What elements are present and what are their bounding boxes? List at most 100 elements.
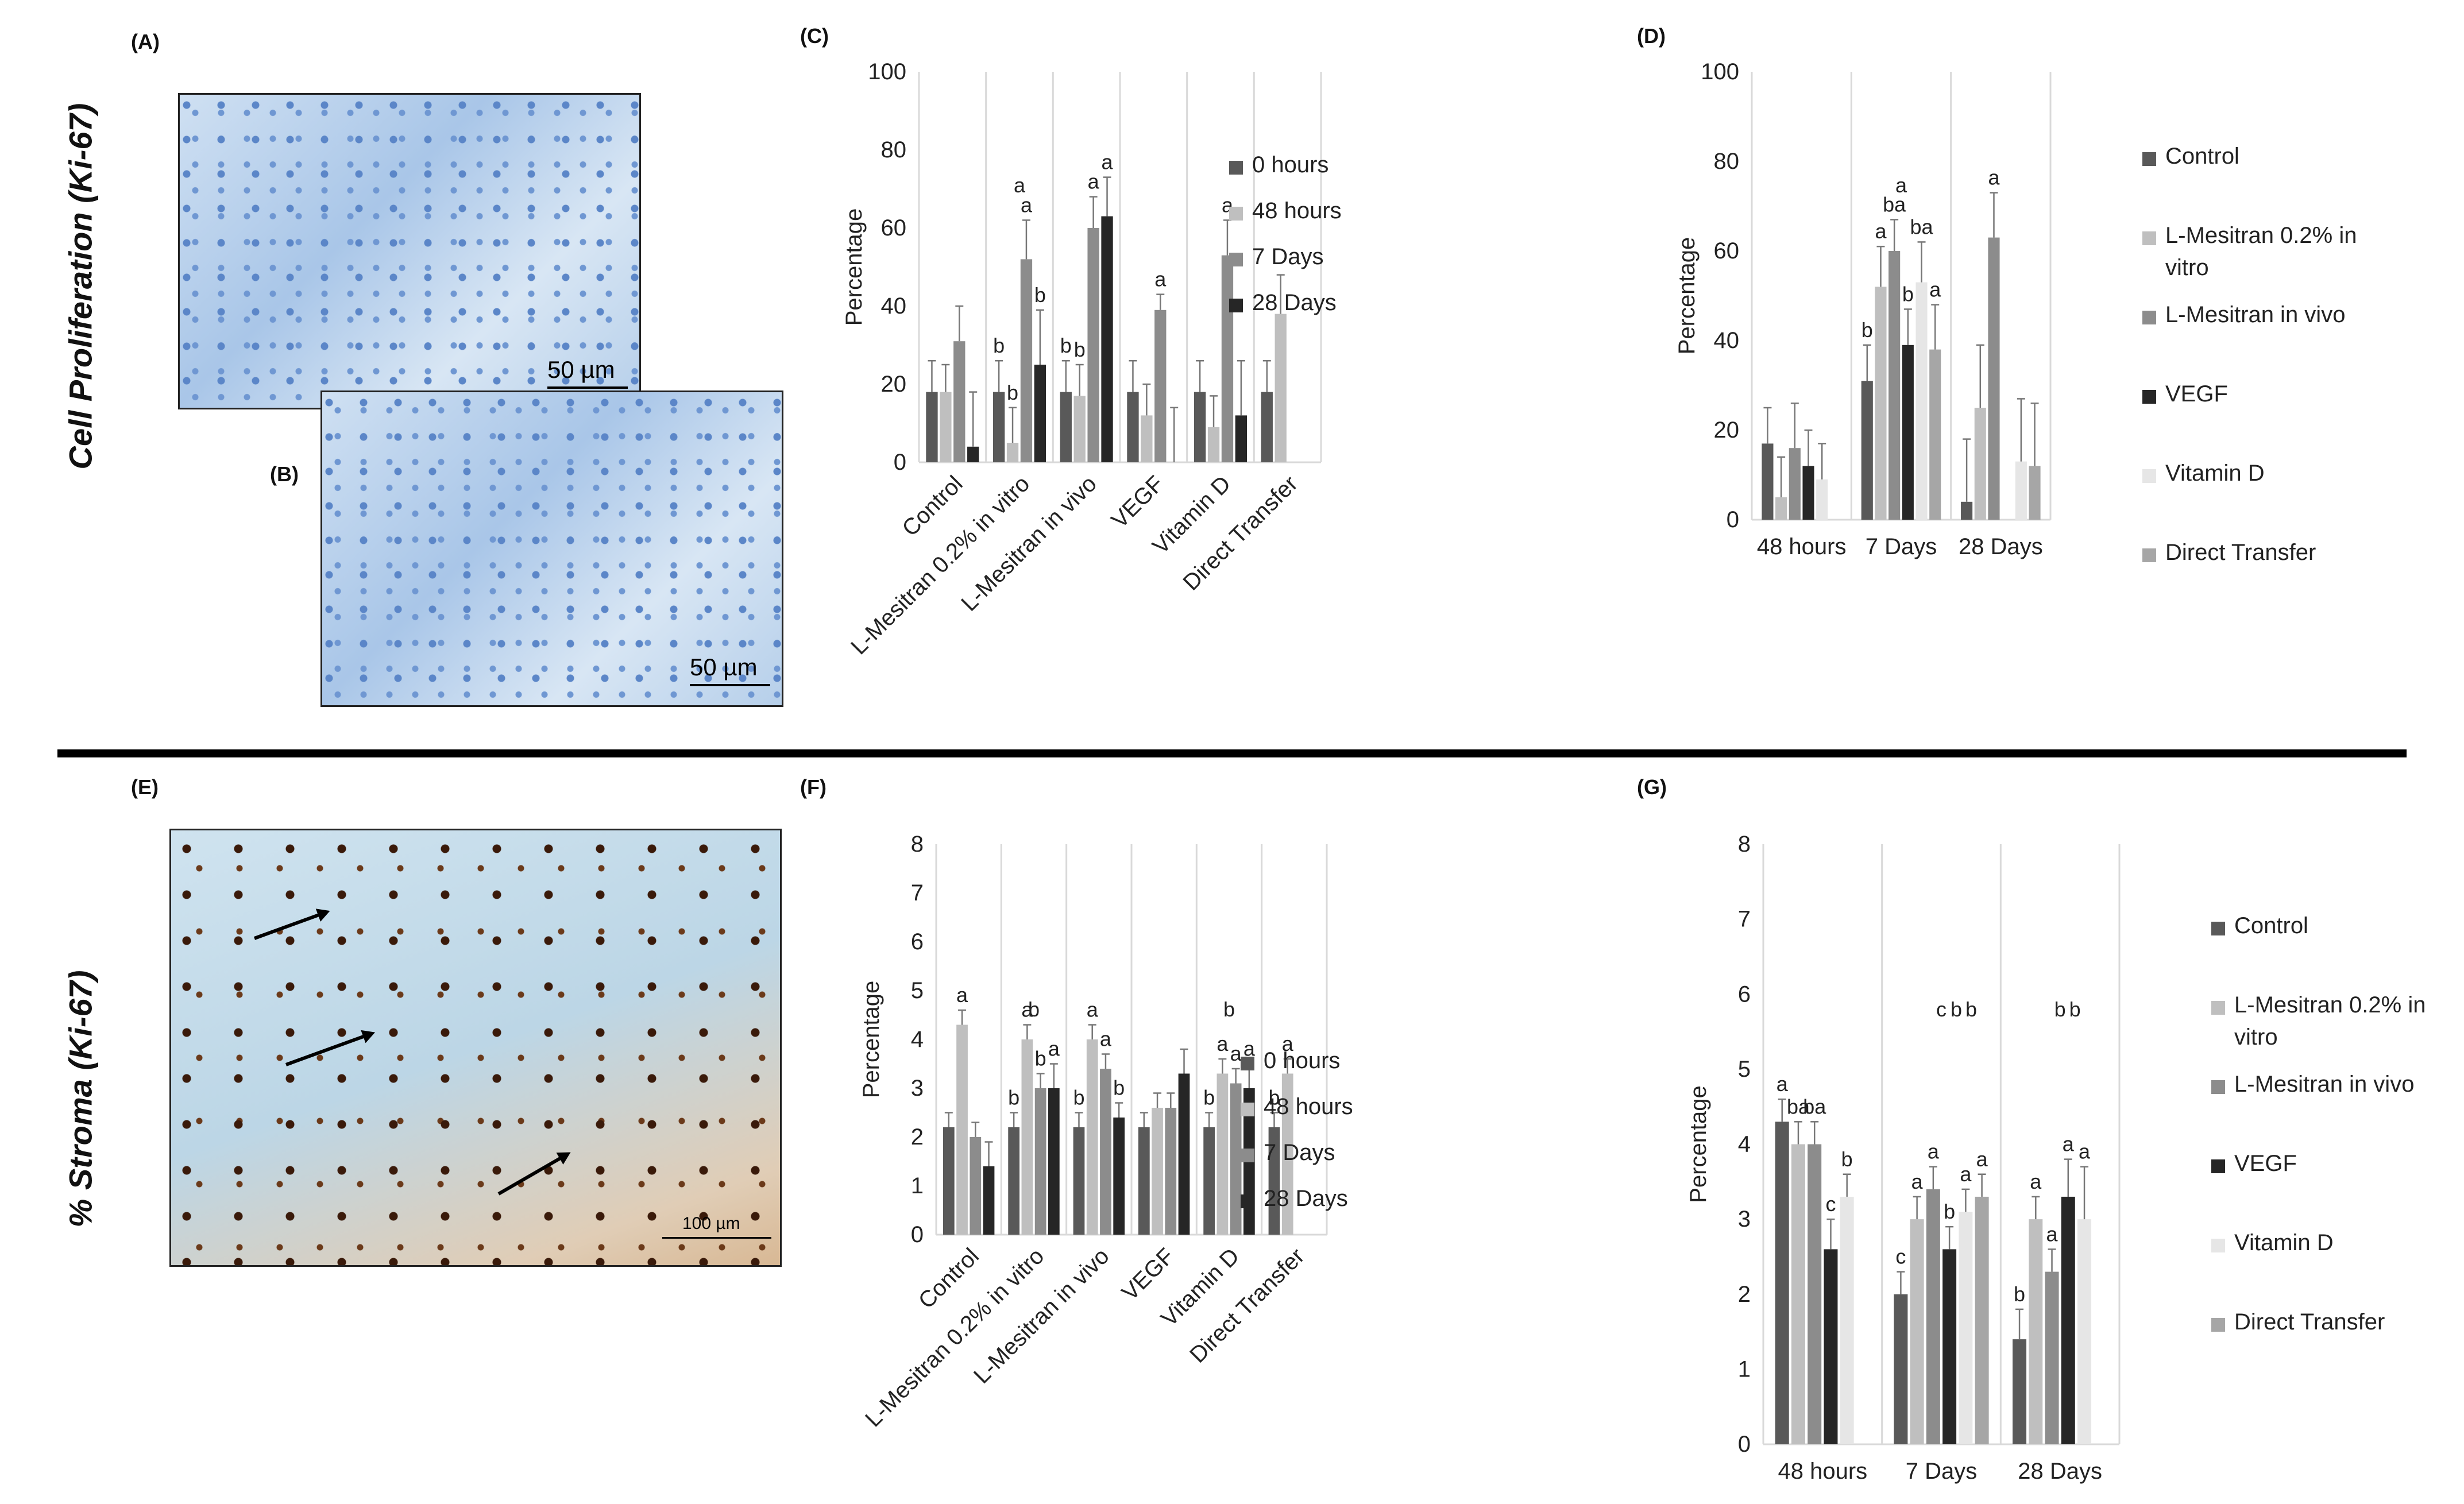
significance-letter: b <box>1007 381 1018 404</box>
bar <box>1268 1127 1280 1235</box>
legend-swatch <box>2211 1001 2225 1015</box>
x-tick-label: 28 Days <box>2018 1459 2102 1484</box>
significance-letter: a <box>1776 1072 1789 1096</box>
y-tick-label: 60 <box>1714 238 1740 264</box>
bar <box>1808 1144 1822 1444</box>
panel-label-b: (B) <box>270 462 299 486</box>
y-tick-label: 0 <box>911 1222 924 1247</box>
panel-label-d: (D) <box>1637 24 1666 48</box>
significance-letter: c <box>1825 1192 1836 1216</box>
y-tick-label: 2 <box>911 1124 924 1150</box>
legend-label: L-Mesitran 0.2% in <box>2234 992 2426 1018</box>
significance-letter: b <box>1951 997 1962 1021</box>
bar <box>1275 314 1287 462</box>
bar <box>1100 1069 1111 1235</box>
significance-letter: ba <box>1787 1095 1810 1118</box>
y-tick-label: 0 <box>1738 1432 1751 1457</box>
y-tick-label: 40 <box>881 293 907 319</box>
bar <box>1988 237 2000 520</box>
bar <box>992 392 1005 462</box>
significance-letter: b <box>1060 334 1072 357</box>
significance-letter: b <box>1861 318 1873 342</box>
bar <box>1194 392 1206 462</box>
y-tick-label: 3 <box>911 1076 924 1101</box>
bar <box>1073 1127 1085 1235</box>
bar <box>1230 1083 1242 1235</box>
significance-letter: b <box>1902 282 1914 306</box>
significance-letter: a <box>1154 268 1167 291</box>
micrograph-b: 50 µm <box>320 391 783 707</box>
bar <box>1281 1073 1293 1235</box>
scale-label-e: 100 µm <box>682 1214 740 1233</box>
bar <box>1235 415 1248 462</box>
bar <box>1875 287 1887 520</box>
significance-letter: a <box>1929 278 1941 301</box>
legend-label: 0 hours <box>1252 152 1328 177</box>
legend-label: 48 hours <box>1252 198 1342 223</box>
legend-swatch <box>2211 1318 2225 1332</box>
y-tick-label: 1 <box>1738 1356 1751 1382</box>
bar <box>1203 1127 1215 1235</box>
bar <box>1154 310 1167 462</box>
significance-letter: a <box>1021 998 1033 1022</box>
bar <box>1824 1249 1838 1444</box>
legend-swatch <box>2211 922 2225 935</box>
significance-letter: a <box>1928 1140 1940 1163</box>
significance-letter: ba <box>1910 215 1934 238</box>
bar <box>943 1127 955 1235</box>
scale-label-b: 50 µm <box>690 654 758 681</box>
bar <box>1762 443 1774 520</box>
legend-swatch <box>2142 231 2156 245</box>
legend-swatch <box>1229 253 1243 266</box>
significance-letter: a <box>2079 1140 2091 1163</box>
bar <box>1101 216 1113 462</box>
y-tick-label: 100 <box>868 59 906 84</box>
bar <box>1929 349 1941 520</box>
bar <box>1021 1039 1033 1235</box>
bar <box>1178 1073 1190 1235</box>
y-axis-label: Percentage <box>841 208 867 326</box>
bar <box>1165 1108 1177 1235</box>
legend-label: Control <box>2165 144 2239 169</box>
bar <box>2013 1339 2027 1444</box>
bar <box>1048 1088 1060 1235</box>
panel-label-f: (F) <box>800 775 827 799</box>
bar <box>1216 1073 1229 1235</box>
legend-label: 7 Days <box>1264 1140 1335 1165</box>
significance-letter: b <box>1113 1076 1125 1100</box>
bar <box>1840 1196 1854 1444</box>
y-tick-label: 20 <box>881 372 907 397</box>
significance-letter: b <box>2054 997 2066 1021</box>
significance-letter: b <box>1073 1086 1084 1109</box>
arrow-2 <box>285 1033 370 1066</box>
legend-label: vitro <box>2165 255 2209 280</box>
legend-label: Direct Transfer <box>2234 1309 2385 1335</box>
significance-letter: a <box>1895 173 1907 197</box>
significance-letter: a <box>2046 1222 2059 1246</box>
significance-letter: a <box>1875 219 1887 243</box>
bar <box>2029 1219 2043 1444</box>
significance-letter: a <box>1014 173 1026 197</box>
y-tick-label: 4 <box>1738 1132 1751 1157</box>
bar <box>1888 251 1901 520</box>
y-tick-label: 40 <box>1714 328 1740 353</box>
significance-letter: a <box>1021 193 1033 216</box>
bar <box>2045 1271 2059 1444</box>
y-tick-label: 80 <box>1714 149 1740 174</box>
significance-letter: b <box>2014 1282 2025 1306</box>
bar <box>967 446 979 462</box>
y-tick-label: 80 <box>881 137 907 163</box>
bar <box>1020 259 1033 462</box>
x-tick-label: 48 hours <box>1778 1459 1867 1484</box>
significance-letter: a <box>1976 1147 1988 1171</box>
bar <box>2029 466 2041 520</box>
panel-label-c: (C) <box>800 24 829 48</box>
significance-letter: b <box>1268 1086 1280 1109</box>
x-tick-label: 7 Days <box>1866 534 1937 559</box>
significance-letter: b <box>2069 997 2081 1021</box>
legend-swatch <box>2142 548 2156 562</box>
bar <box>1141 415 1153 462</box>
